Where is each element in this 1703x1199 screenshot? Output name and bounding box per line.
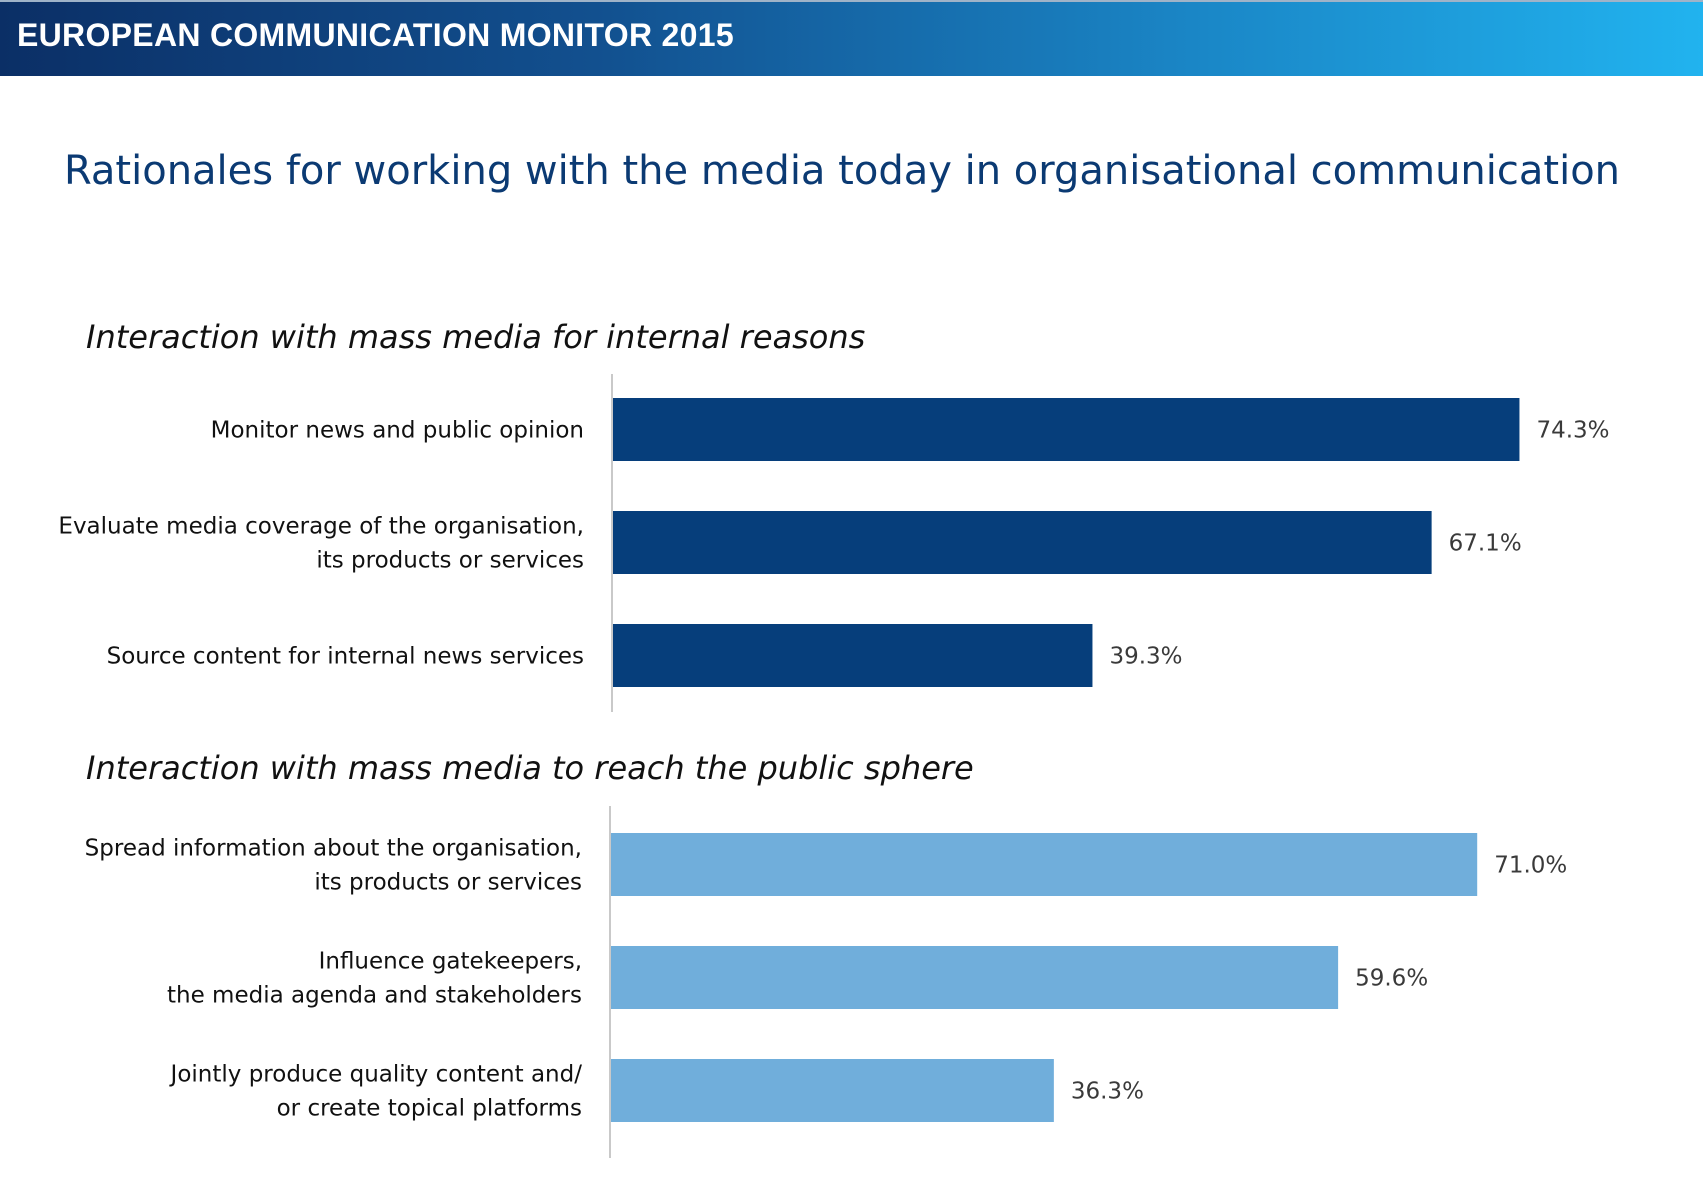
category-label: the media agenda and stakeholders	[167, 983, 582, 1009]
chart-internal: 74.3% Monitor news and public opinion 67.1…	[58, 374, 1610, 712]
section-title-public: Interaction with mass media to reach the…	[86, 749, 974, 787]
value-label: 36.3%	[1071, 1079, 1144, 1105]
page-title: Rationales for working with the media to…	[64, 148, 1621, 194]
value-label: 71.0%	[1494, 853, 1567, 879]
category-label: Jointly produce quality content and/	[169, 1062, 583, 1088]
category-label: Monitor news and public opinion	[211, 418, 584, 444]
value-label: 67.1%	[1449, 531, 1522, 557]
section-title-internal: Interaction with mass media for internal…	[86, 318, 866, 356]
category-label: Evaluate media coverage of the organisat…	[58, 514, 584, 540]
category-label: Spread information about the organisatio…	[85, 836, 582, 862]
bar	[611, 833, 1478, 896]
header-band: EUROPEAN COMMUNICATION MONITOR 2015	[0, 0, 1703, 76]
bar	[611, 1059, 1054, 1122]
bar	[611, 946, 1339, 1009]
bar	[613, 624, 1093, 687]
bar	[613, 398, 1520, 461]
bar	[613, 511, 1432, 574]
header-title: EUROPEAN COMMUNICATION MONITOR 2015	[17, 17, 734, 53]
category-label: its products or services	[314, 870, 582, 896]
value-label: 59.6%	[1355, 966, 1428, 992]
category-label: Source content for internal news service…	[107, 644, 584, 670]
category-label: its products or services	[316, 548, 584, 574]
category-label: or create topical platforms	[277, 1096, 582, 1122]
value-label: 39.3%	[1109, 644, 1182, 670]
value-label: 74.3%	[1536, 418, 1609, 444]
chart-public: 71.0% Spread information about the organi…	[85, 806, 1567, 1158]
category-label: Influence gatekeepers,	[319, 949, 582, 975]
